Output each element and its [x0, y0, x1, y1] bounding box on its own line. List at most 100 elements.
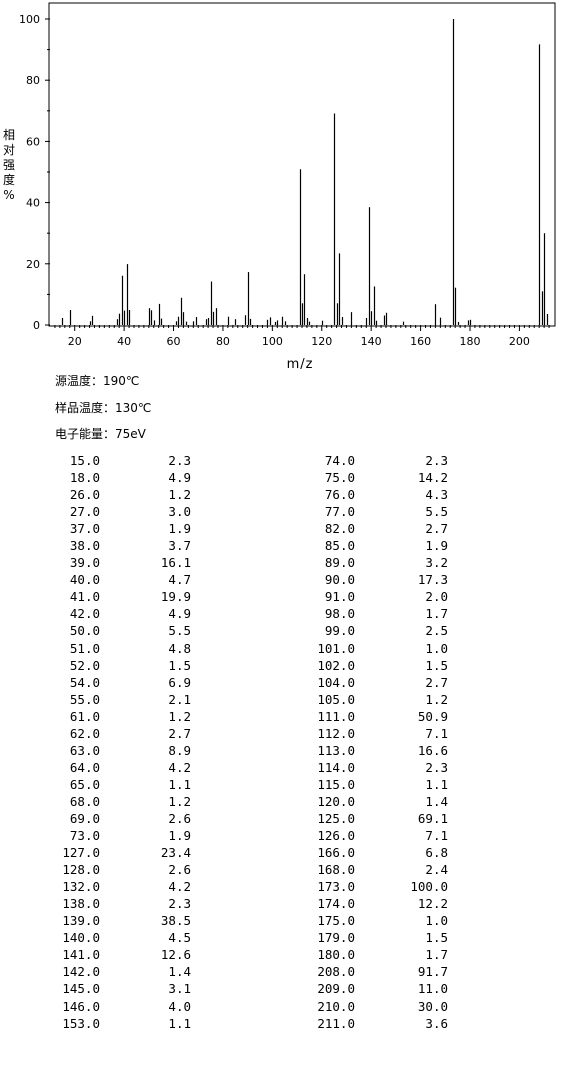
y-tick-label: 20: [26, 258, 40, 271]
mz-cell: 175.0: [317, 913, 355, 929]
intensity-cell: 16.1: [160, 555, 191, 571]
intensity-cell: 2.3: [425, 759, 448, 775]
table-row: 73.0 1.9 126.0 7.1: [50, 827, 448, 844]
mz-cell: 77.0: [324, 504, 355, 520]
x-tick-label: 140: [361, 335, 382, 348]
intensity-cell: 1.2: [168, 708, 191, 724]
mz-cell: 68.0: [69, 793, 100, 809]
mz-cell: 168.0: [317, 862, 355, 878]
table-row: 63.0 8.9 113.0 16.6: [50, 742, 448, 759]
intensity-cell: 5.5: [425, 504, 448, 520]
mz-cell: 208.0: [317, 964, 355, 980]
mz-cell: 73.0: [69, 828, 100, 844]
intensity-cell: 4.3: [425, 487, 448, 503]
mz-cell: 61.0: [69, 708, 100, 724]
mz-cell: 39.0: [69, 555, 100, 571]
mz-cell: 55.0: [69, 691, 100, 707]
mz-cell: 127.0: [62, 845, 100, 861]
mz-cell: 180.0: [317, 947, 355, 963]
mz-cell: 62.0: [69, 725, 100, 741]
intensity-cell: 38.5: [160, 913, 191, 929]
intensity-cell: 1.4: [168, 964, 191, 980]
intensity-cell: 4.0: [168, 998, 191, 1014]
mz-cell: 179.0: [317, 930, 355, 946]
mz-cell: 91.0: [324, 589, 355, 605]
mz-cell: 27.0: [69, 504, 100, 520]
intensity-cell: 4.5: [168, 930, 191, 946]
intensity-cell: 2.3: [168, 453, 191, 468]
intensity-cell: 6.8: [425, 845, 448, 861]
intensity-cell: 1.1: [168, 776, 191, 792]
intensity-cell: 1.2: [168, 487, 191, 503]
table-row: 42.0 4.9 98.0 1.7: [50, 605, 448, 622]
intensity-cell: 2.6: [168, 810, 191, 826]
intensity-cell: 1.2: [425, 691, 448, 707]
intensity-cell: 2.1: [168, 691, 191, 707]
mz-cell: 41.0: [69, 589, 100, 605]
y-label-glyph: %: [3, 188, 14, 202]
x-tick-label: 180: [460, 335, 481, 348]
intensity-cell: 1.5: [425, 930, 448, 946]
y-axis: 0 20 40 60 80 100: [19, 13, 50, 332]
plot-frame: [48, 2, 556, 327]
intensity-cell: 8.9: [168, 742, 191, 758]
intensity-cell: 69.1: [417, 810, 448, 826]
intensity-cell: 1.1: [425, 776, 448, 792]
intensity-cell: 2.4: [425, 862, 448, 878]
mz-cell: 64.0: [69, 759, 100, 775]
peak-table: 15.0 2.3 74.0 2.3 18.0 4.9 75.0 14.2 26.0 1.2 76.0…: [50, 452, 448, 1032]
mz-cell: 132.0: [62, 879, 100, 895]
mz-cell: 15.0: [69, 453, 100, 468]
mz-cell: 76.0: [324, 487, 355, 503]
mz-cell: 90.0: [324, 572, 355, 588]
mz-cell: 65.0: [69, 776, 100, 792]
mz-cell: 146.0: [62, 998, 100, 1014]
table-row: 40.0 4.7 90.0 17.3: [50, 571, 448, 588]
intensity-cell: 1.0: [425, 640, 448, 656]
intensity-cell: 1.2: [168, 793, 191, 809]
y-label-glyph: 对: [3, 143, 15, 157]
mz-cell: 37.0: [69, 521, 100, 537]
intensity-cell: 7.1: [425, 828, 448, 844]
table-row: 64.0 4.2 114.0 2.3: [50, 759, 448, 776]
x-tick-label: 160: [410, 335, 431, 348]
mz-cell: 89.0: [324, 555, 355, 571]
intensity-cell: 4.9: [168, 606, 191, 622]
source-temperature: 源温度：190℃: [55, 374, 140, 388]
mz-cell: 98.0: [324, 606, 355, 622]
intensity-cell: 6.9: [168, 674, 191, 690]
intensity-cell: 4.8: [168, 640, 191, 656]
mz-cell: 211.0: [317, 1015, 355, 1031]
x-tick-label: 120: [311, 335, 332, 348]
intensity-cell: 1.9: [168, 828, 191, 844]
intensity-cell: 4.2: [168, 879, 191, 895]
y-tick-label: 0: [33, 319, 40, 332]
mz-cell: 139.0: [62, 913, 100, 929]
table-row: 128.0 2.6 168.0 2.4: [50, 861, 448, 878]
mz-cell: 125.0: [317, 810, 355, 826]
intensity-cell: 1.0: [425, 913, 448, 929]
x-tick-label: 40: [117, 335, 131, 348]
table-row: 55.0 2.1 105.0 1.2: [50, 691, 448, 708]
intensity-cell: 2.6: [168, 862, 191, 878]
mz-cell: 99.0: [324, 623, 355, 639]
mz-cell: 141.0: [62, 947, 100, 963]
intensity-cell: 1.9: [168, 521, 191, 537]
intensity-cell: 1.5: [168, 657, 191, 673]
mz-cell: 52.0: [69, 657, 100, 673]
intensity-cell: 4.9: [168, 470, 191, 486]
table-row: 54.0 6.9 104.0 2.7: [50, 674, 448, 691]
table-row: 146.0 4.0 210.0 30.0: [50, 998, 448, 1015]
x-tick-label: 100: [262, 335, 283, 348]
table-row: 65.0 1.1 115.0 1.1: [50, 776, 448, 793]
electron-energy: 电子能量：75eV: [55, 427, 146, 441]
intensity-cell: 1.7: [425, 606, 448, 622]
table-row: 18.0 4.9 75.0 14.2: [50, 469, 448, 486]
intensity-cell: 2.5: [425, 623, 448, 639]
intensity-cell: 4.7: [168, 572, 191, 588]
table-row: 139.0 38.5 175.0 1.0: [50, 912, 448, 929]
x-tick-label: 200: [509, 335, 530, 348]
mz-cell: 85.0: [324, 538, 355, 554]
intensity-cell: 3.1: [168, 981, 191, 997]
